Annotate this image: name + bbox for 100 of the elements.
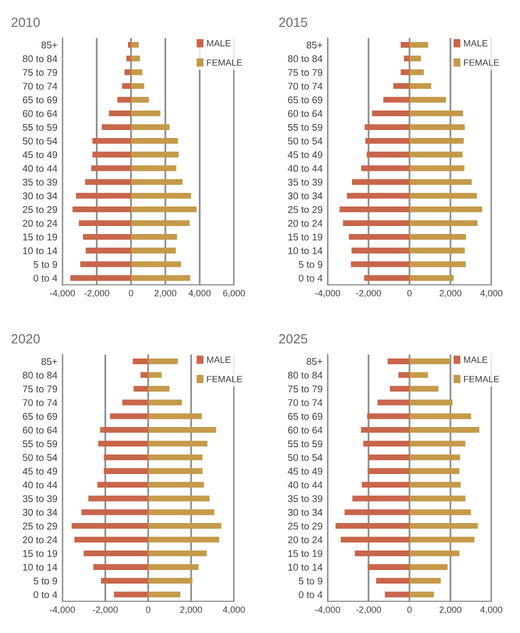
bar (390, 386, 410, 392)
bar (148, 440, 208, 447)
bar (410, 179, 472, 185)
bar (148, 509, 214, 516)
bar (363, 440, 410, 447)
bar (410, 165, 464, 172)
y-tick-label: 5 to 9 (298, 578, 322, 584)
bar (364, 124, 410, 130)
x-tick-label: -4,000 (50, 290, 75, 298)
bar (131, 234, 178, 240)
bar (131, 248, 176, 254)
bar (410, 83, 432, 89)
y-tick-label: 45 to 49 (288, 151, 322, 158)
x-tick-label: 4,000 (188, 290, 211, 298)
bar (410, 468, 460, 474)
bar (410, 509, 471, 516)
y-tick-label: 70 to 74 (22, 399, 58, 406)
y-tick-label: 70 to 74 (22, 82, 58, 90)
bar (108, 110, 132, 116)
bar (82, 234, 132, 240)
bar (85, 179, 132, 185)
bar (70, 275, 132, 281)
bar (364, 275, 410, 281)
bar (366, 152, 410, 158)
bar (93, 564, 148, 570)
bar (410, 564, 448, 570)
bar (410, 372, 428, 378)
y-tick-label: 45 to 49 (22, 151, 58, 158)
bar (148, 496, 210, 502)
bar (342, 220, 410, 226)
y-tick-label: 85+ (306, 358, 322, 365)
bar (348, 234, 410, 240)
bar (410, 206, 482, 212)
legend-label: MALE (207, 40, 231, 46)
bar (104, 454, 148, 460)
bar (148, 454, 202, 460)
y-tick-label: 70 to 74 (288, 399, 322, 406)
bar (80, 261, 132, 268)
bar (148, 427, 216, 433)
bar (131, 56, 140, 62)
x-tick-label: 2,000 (440, 606, 462, 614)
y-tick-label: 45 to 49 (288, 468, 322, 475)
y-tick-label: 75 to 79 (288, 69, 322, 76)
y-tick-label: 10 to 14 (23, 564, 58, 571)
x-tick-label: -2,000 (356, 290, 381, 298)
bar (101, 578, 148, 584)
y-tick-label: 80 to 84 (288, 55, 322, 62)
bar (148, 468, 202, 474)
y-tick-label: 20 to 24 (22, 536, 58, 544)
y-tick-label: 15 to 19 (23, 234, 58, 240)
y-tick-label: 35 to 39 (22, 178, 58, 186)
bar (346, 192, 410, 199)
bar (148, 372, 162, 378)
x-tick-label: 4,000 (222, 606, 245, 614)
bar (102, 124, 132, 130)
bar (336, 523, 410, 529)
legend-label: FEMALE (207, 59, 242, 66)
bar (410, 386, 438, 392)
bar (410, 523, 478, 529)
bar (131, 165, 176, 172)
x-tick-label: 0 (146, 606, 150, 613)
y-tick-label: 5 to 9 (34, 261, 58, 268)
bar (360, 427, 410, 433)
y-tick-label: 15 to 19 (23, 550, 58, 557)
y-tick-label: 30 to 34 (288, 508, 322, 516)
bar (140, 372, 148, 378)
bar (131, 96, 149, 103)
bar (410, 261, 466, 268)
bar (368, 564, 410, 570)
bar (91, 165, 132, 172)
bar (344, 509, 410, 516)
x-tick-label: -2,000 (356, 606, 381, 614)
bar (376, 578, 410, 584)
bar (131, 152, 179, 158)
y-tick-label: 0 to 4 (298, 274, 322, 282)
x-tick-label: 0 (407, 606, 412, 613)
bar (124, 69, 132, 76)
bar (131, 275, 190, 281)
y-tick-label: 75 to 79 (22, 69, 58, 76)
bar (131, 83, 144, 89)
bar (122, 400, 148, 406)
bar (128, 42, 132, 48)
bar (400, 42, 410, 48)
bar (92, 138, 132, 144)
y-tick-label: 60 to 64 (22, 110, 58, 118)
x-tick-label: 4,000 (480, 606, 502, 614)
y-tick-label: 50 to 54 (288, 454, 322, 461)
bar (74, 536, 148, 543)
bar (131, 69, 142, 76)
bar (410, 192, 477, 199)
y-tick-label: 55 to 59 (22, 440, 58, 448)
bar (126, 56, 132, 62)
bar (131, 206, 197, 212)
bar (367, 413, 410, 420)
y-tick-label: 65 to 69 (22, 96, 58, 104)
bar (350, 261, 410, 268)
bar (410, 536, 474, 543)
bar (78, 220, 132, 226)
y-tick-label: 25 to 29 (288, 206, 322, 214)
bar (410, 138, 464, 144)
